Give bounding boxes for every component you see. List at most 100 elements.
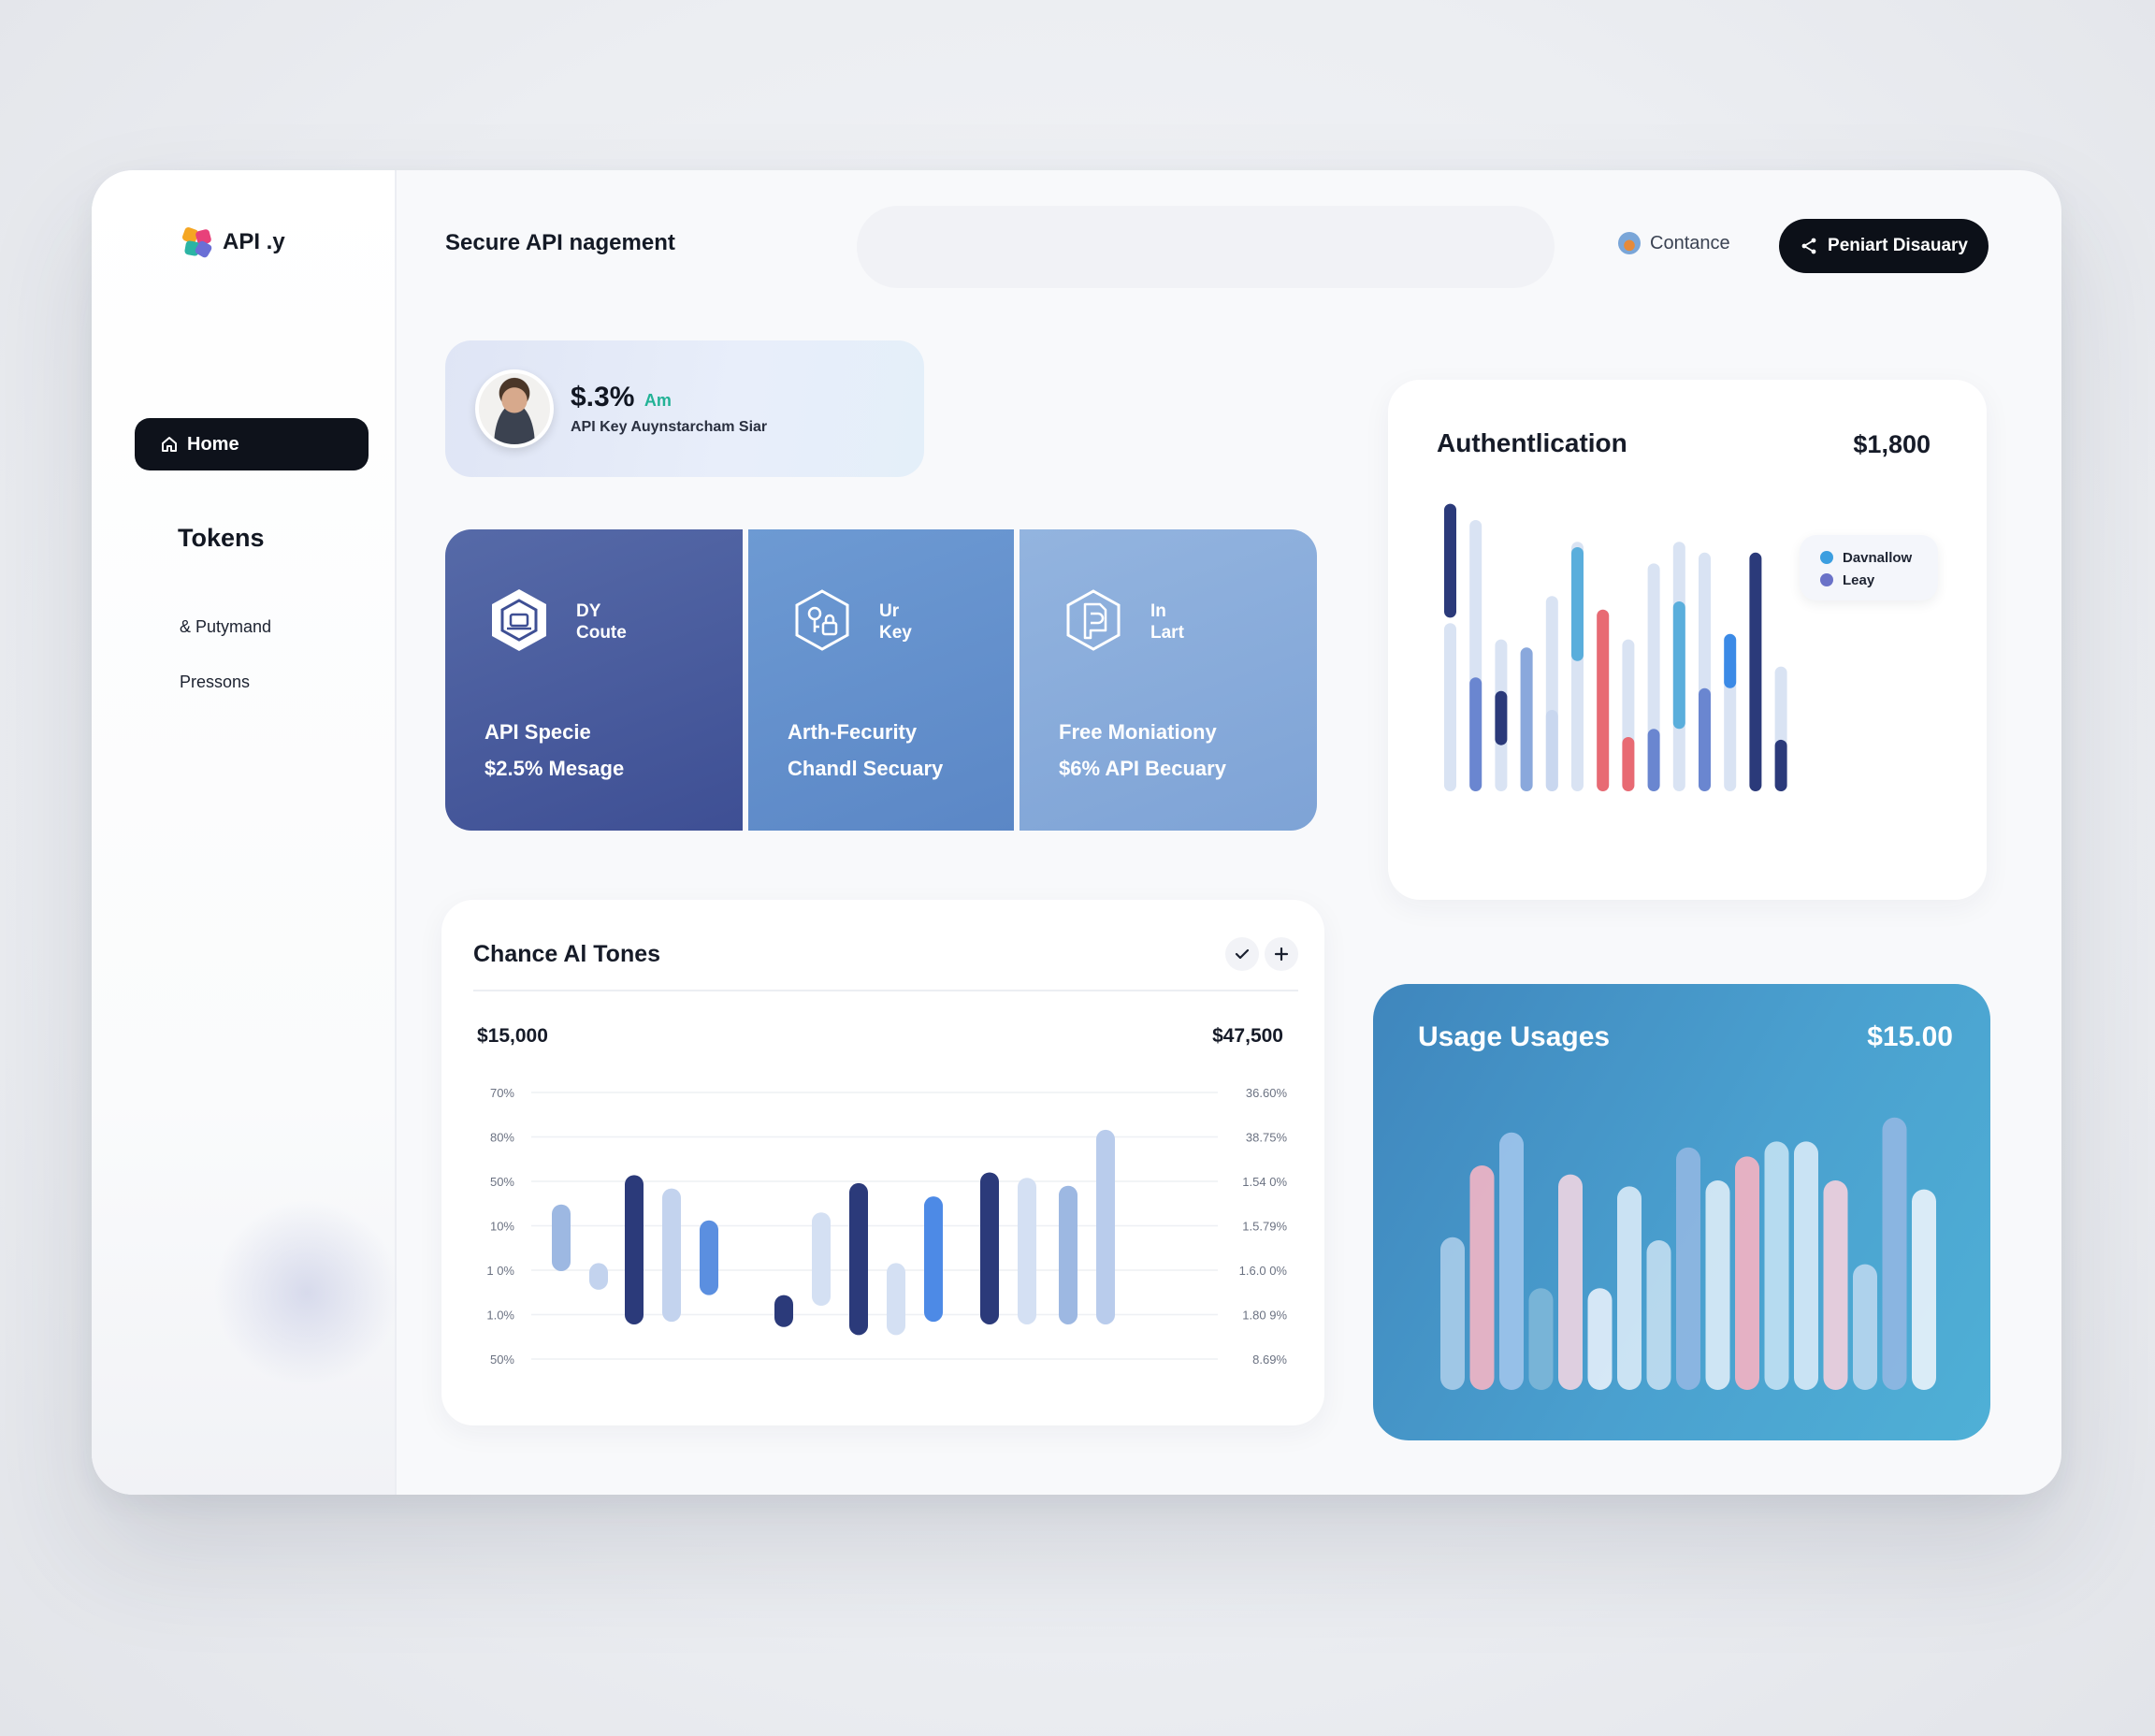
page-title: Secure API nagement [445, 230, 675, 255]
profile-stat-tag: Am [644, 391, 672, 410]
right-value: $47,500 [1212, 1025, 1283, 1047]
usage-bar [1440, 1237, 1465, 1390]
legend-label: Leay [1843, 571, 1875, 588]
primary-action-label: Peniart Disauary [1828, 236, 1968, 255]
feature-tile-arth-fecurity[interactable]: Ur Key Arth-Fecurity Chandl Secuary [748, 529, 1014, 831]
tokens-bar [849, 1182, 868, 1336]
usage-bar [1676, 1147, 1700, 1390]
tile-subtitle: Chandl Secuary [788, 757, 944, 780]
auth-bar-segment [1647, 729, 1660, 791]
card-title: Usage Usages [1418, 1021, 1611, 1052]
tile-kicker: In Lart [1150, 601, 1184, 643]
tokens-bar [812, 1212, 831, 1306]
auth-bar-segment [1724, 633, 1737, 688]
y-tick-left: 1.0% [486, 1309, 514, 1323]
sidebar-item-pressons[interactable]: Pressons [180, 673, 251, 691]
tile-kicker: Ur Key [879, 601, 912, 643]
auth-bar-track [1724, 658, 1737, 791]
divider [473, 990, 1298, 991]
usage-bar [1646, 1240, 1671, 1390]
add-button[interactable] [1265, 937, 1298, 971]
authentication-card: Authentlication $1,800 Davnallow Leay [1388, 380, 1987, 900]
app-logo[interactable]: API .y [181, 225, 285, 259]
feature-tiles: DY Coute API Specie $2.5% Mesage Ur Key … [445, 529, 1317, 831]
tokens-bar [980, 1172, 999, 1324]
y-tick-left: 1 0% [486, 1264, 514, 1278]
y-tick-left: 10% [490, 1220, 514, 1234]
document-shield-icon [1066, 589, 1121, 651]
usage-bar [1882, 1117, 1907, 1390]
usage-bar [1794, 1141, 1818, 1390]
usage-bar [1558, 1174, 1583, 1390]
left-value: $15,000 [477, 1025, 548, 1047]
primary-action-button[interactable]: Peniart Disauary [1779, 219, 1989, 273]
tokens-chart: 70% 36.60% 80% 38.75% 50% 1.54 0% 10% 1.5.79% 1 … [486, 1086, 1288, 1367]
usage-bar [1499, 1132, 1524, 1390]
profile-card[interactable]: $.3% Am API Key Auynstarcham Siar [445, 340, 924, 477]
auth-bar-segment [1699, 687, 1711, 791]
sidebar: API .y Home Tokens & Putymand Pressons [92, 170, 400, 1495]
tile-title: Free Moniationy [1059, 720, 1217, 744]
auth-bar-segment [1545, 710, 1558, 791]
tokens-bar [552, 1204, 571, 1271]
auth-bar-segment [1469, 677, 1482, 791]
avatar [475, 369, 554, 448]
authentication-chart [1444, 503, 1787, 791]
sidebar-item-home[interactable]: Home [135, 418, 369, 470]
legend-label: Davnallow [1843, 549, 1913, 566]
profile-stat: $.3% [571, 382, 635, 412]
tokens-bar [924, 1196, 943, 1323]
tokens-bar [700, 1220, 718, 1295]
plus-icon [1274, 947, 1289, 962]
tokens-bar [589, 1263, 608, 1290]
check-button[interactable] [1225, 937, 1259, 971]
usage-bar [1617, 1186, 1642, 1390]
sidebar-section-tokens[interactable]: Tokens [178, 524, 265, 552]
tokens-bar [625, 1175, 644, 1324]
sidebar-item-putymand[interactable]: & Putymand [180, 617, 272, 636]
tile-title: API Specie [485, 720, 591, 744]
legend-dot [1820, 551, 1833, 564]
auth-bar-segment [1749, 552, 1762, 791]
y-tick-right: 36.60% [1246, 1086, 1288, 1100]
y-tick-left: 50% [490, 1353, 514, 1367]
search-input[interactable] [857, 206, 1555, 288]
y-tick-right: 38.75% [1246, 1131, 1288, 1145]
usage-bar [1587, 1288, 1613, 1390]
tile-title: Arth-Fecurity [788, 720, 918, 744]
legend-dot [1820, 573, 1833, 586]
auth-bar-segment [1571, 547, 1584, 661]
usage-bar [1823, 1180, 1848, 1390]
usage-bar [1528, 1288, 1554, 1390]
feature-tile-free-moniationy[interactable]: In Lart Free Moniationy $6% API Becuary [1020, 529, 1317, 831]
auth-bar-segment [1622, 737, 1635, 791]
auth-bar-segment [1520, 647, 1533, 791]
tokens-bar [887, 1263, 905, 1336]
tokens-card: Chance Al Tones $15,000 $47,500 70% 36.60… [441, 900, 1324, 1425]
usage-bar [1469, 1165, 1495, 1390]
sidebar-item-label: Home [187, 433, 239, 455]
profile-subtitle: API Key Auynstarcham Siar [571, 419, 768, 435]
auth-bar-segment [1495, 690, 1508, 745]
usage-bar [1705, 1180, 1730, 1390]
chart-legend: Davnallow Leay [1800, 535, 1938, 600]
feature-tile-api-specie[interactable]: DY Coute API Specie $2.5% Mesage [445, 529, 743, 831]
usage-chart [1440, 1117, 1936, 1390]
usage-bar [1912, 1189, 1936, 1390]
usage-bar [1735, 1156, 1759, 1390]
tokens-bar [774, 1295, 793, 1327]
tokens-bar [662, 1188, 681, 1323]
y-tick-right: 1.5.79% [1242, 1220, 1287, 1234]
card-value: $15.00 [1867, 1021, 1953, 1052]
legend-item: Davnallow [1820, 546, 1938, 569]
y-tick-right: 1.54 0% [1242, 1175, 1287, 1189]
tokens-bar [1059, 1185, 1078, 1324]
y-tick-left: 50% [490, 1175, 514, 1189]
share-icon [1801, 238, 1816, 254]
legend-item: Leay [1820, 569, 1938, 591]
y-tick-right: 8.69% [1252, 1353, 1287, 1367]
auth-bar-track [1444, 623, 1456, 791]
contact-link[interactable]: Contance [1618, 232, 1730, 254]
auth-bar-segment [1672, 601, 1685, 730]
key-lock-icon [795, 589, 849, 651]
